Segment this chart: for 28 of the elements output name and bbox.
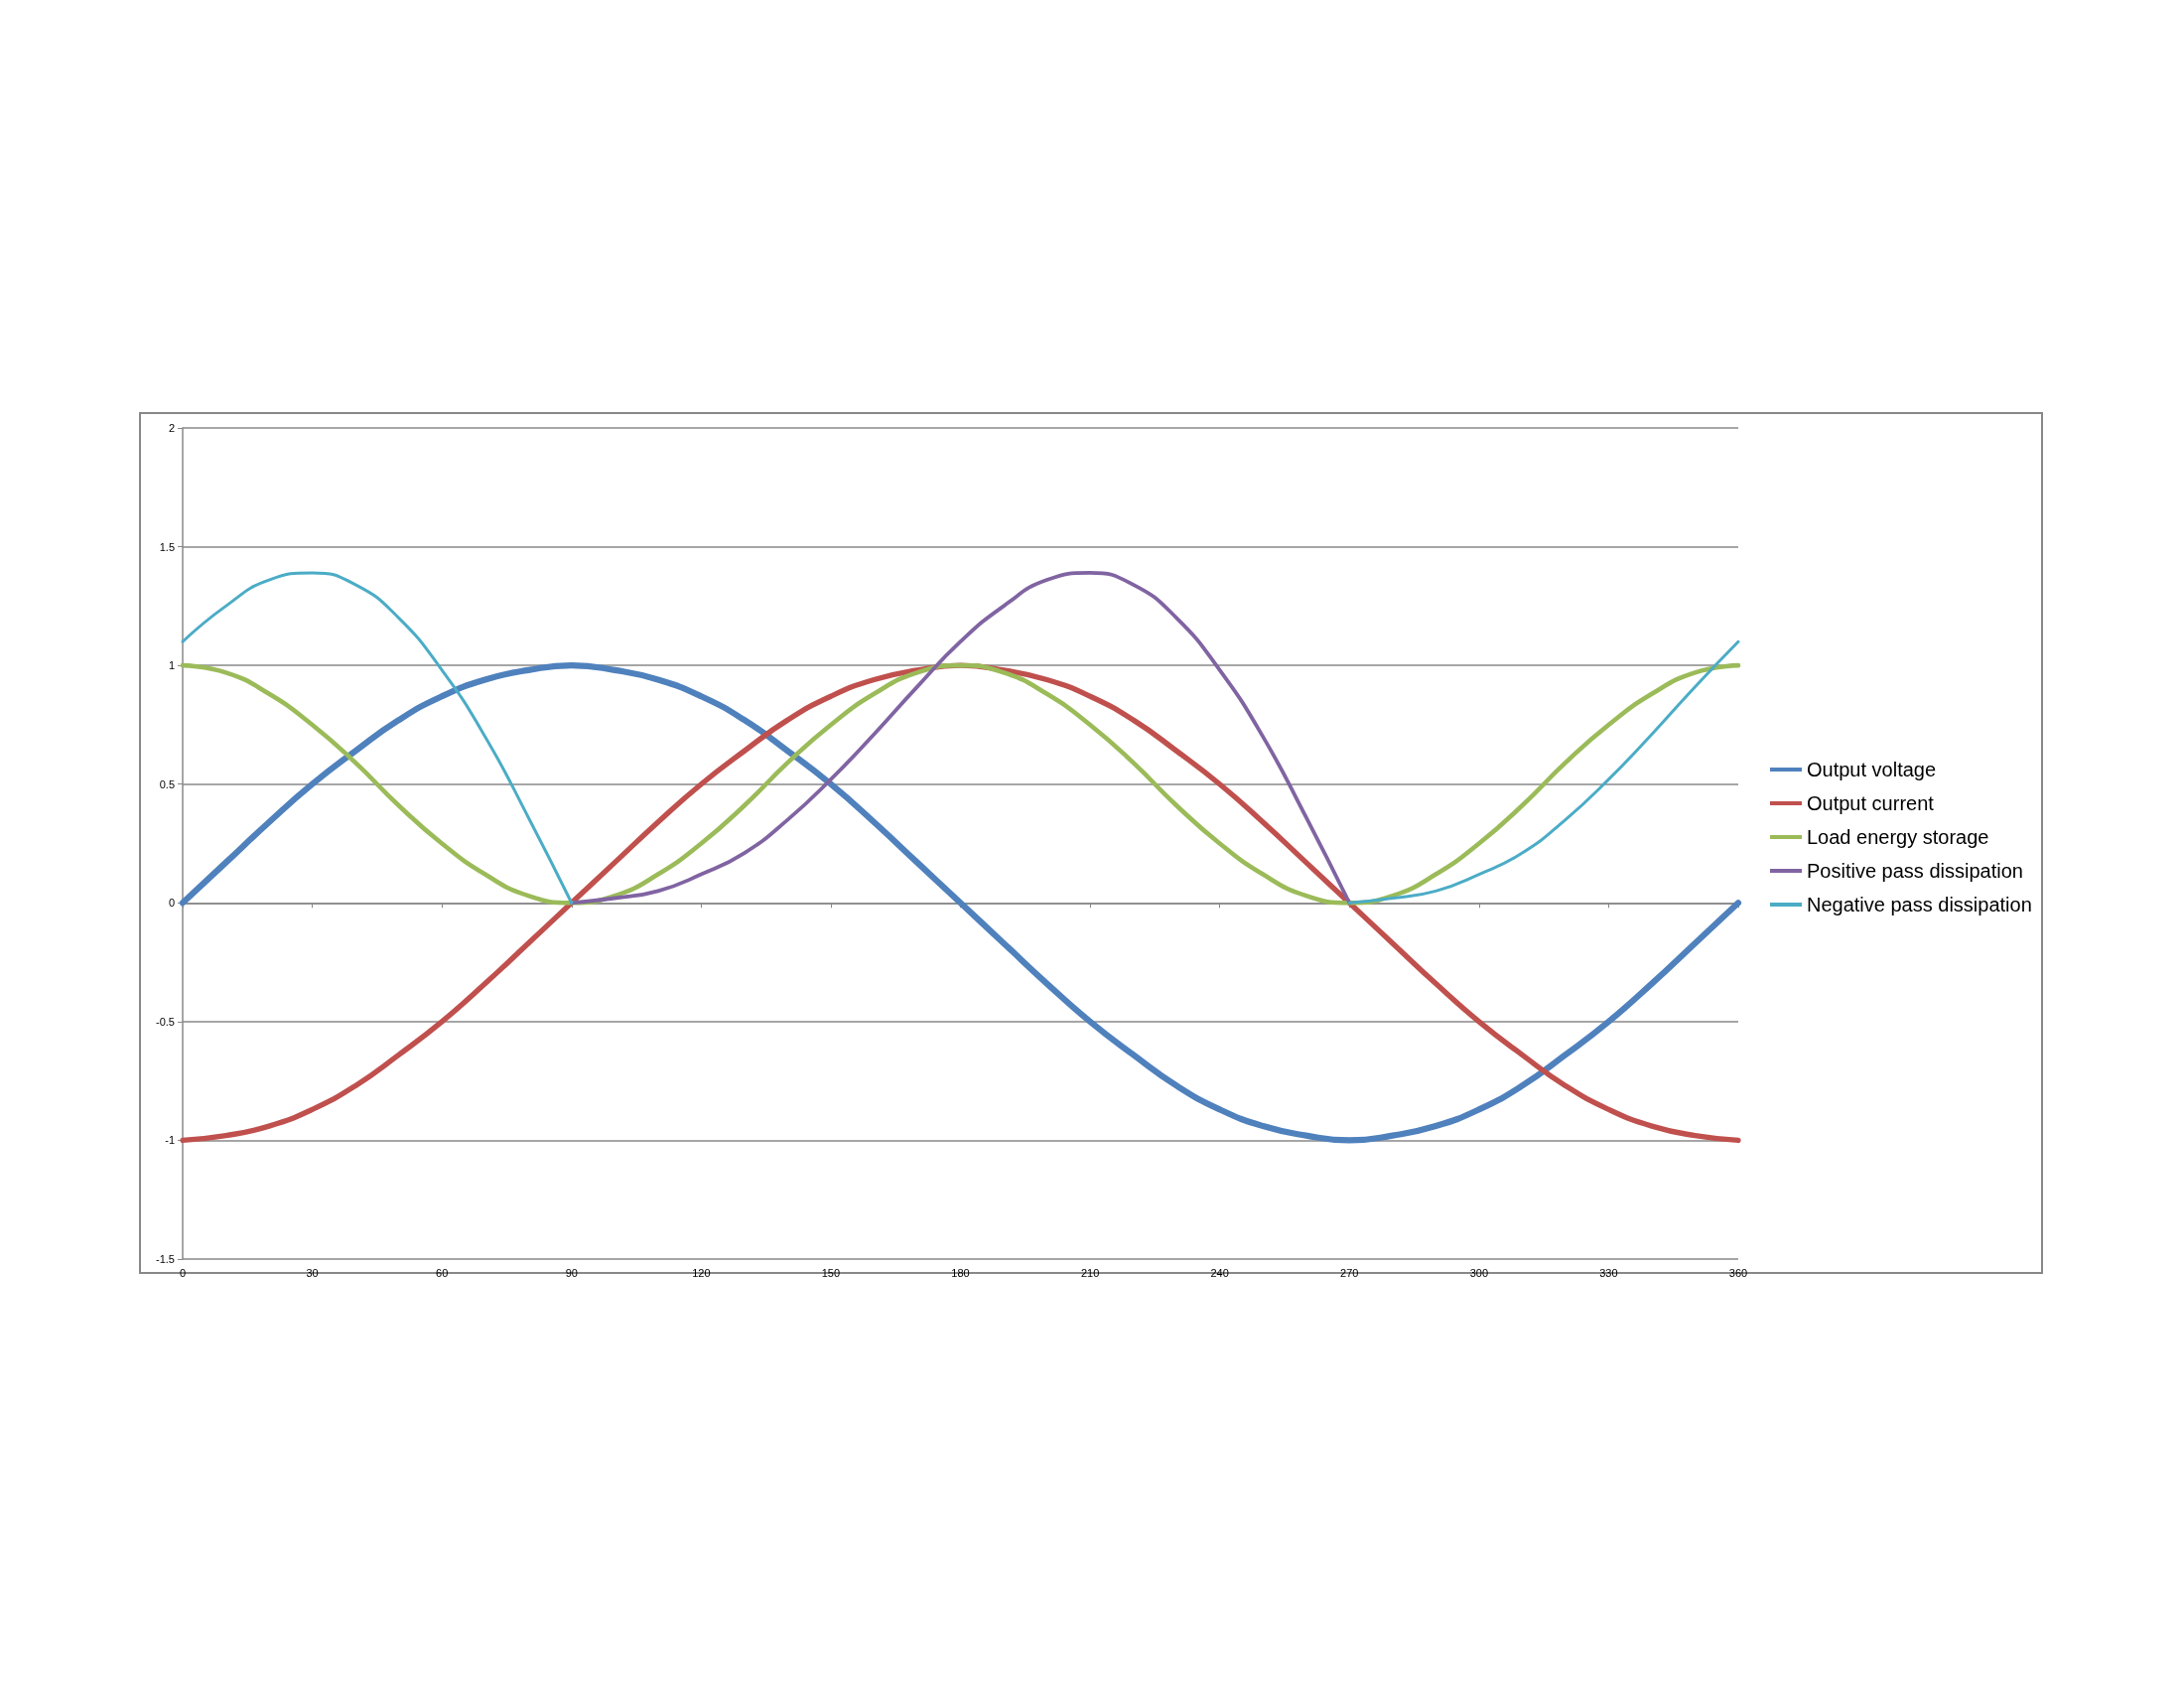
x-tick-label: 30 — [306, 1266, 319, 1279]
x-tick-label: 180 — [951, 1266, 970, 1279]
x-tick-label: 90 — [565, 1266, 578, 1279]
x-tick-label: 60 — [436, 1266, 449, 1279]
legend-label: Load energy storage — [1807, 826, 1989, 848]
line-series — [569, 570, 1352, 906]
line-series — [180, 662, 1741, 906]
x-tick-label: 210 — [1080, 1266, 1100, 1279]
x-tick-label: 240 — [1210, 1266, 1229, 1279]
legend-label: Negative pass dissipation — [1807, 894, 2032, 915]
x-tick-label: 0 — [179, 1266, 187, 1279]
legend-label: Positive pass dissipation — [1807, 860, 2023, 882]
y-tick-label: -1 — [165, 1134, 175, 1147]
y-tick-label: -0.5 — [156, 1015, 175, 1028]
x-tick-label: 150 — [821, 1266, 841, 1279]
x-tick-label: 330 — [1599, 1266, 1618, 1279]
legend-label: Output voltage — [1807, 759, 1937, 780]
x-tick-label: 360 — [1728, 1266, 1748, 1279]
legend-label: Output current — [1807, 792, 1935, 814]
y-tick-label: 1.5 — [159, 540, 175, 553]
y-tick-label: 0 — [168, 897, 175, 910]
x-tick-label: 300 — [1469, 1266, 1489, 1279]
y-tick-label: 1 — [168, 659, 175, 672]
y-tick-label: -1.5 — [156, 1253, 175, 1265]
x-tick-label: 120 — [692, 1266, 711, 1279]
y-tick-label: 2 — [168, 422, 175, 434]
x-tick-label: 270 — [1340, 1266, 1359, 1279]
y-tick-label: 0.5 — [159, 777, 175, 790]
